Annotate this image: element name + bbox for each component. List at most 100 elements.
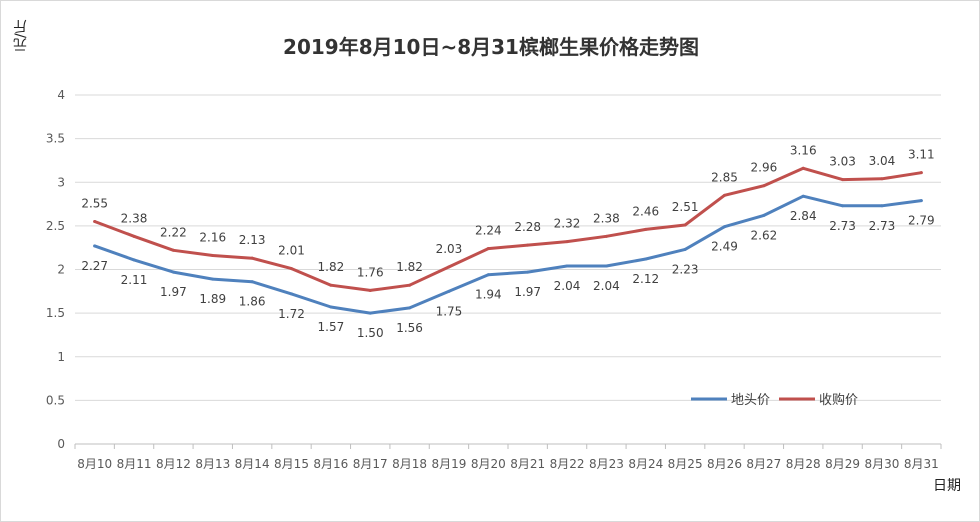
- data-point: [723, 193, 726, 197]
- data-point: [290, 292, 293, 296]
- legend-label: 地头价: [731, 393, 770, 408]
- data-label: 2.38: [121, 211, 148, 225]
- data-point: [447, 289, 451, 293]
- data-point: [880, 177, 884, 181]
- data-point: [762, 213, 766, 217]
- x-tick-label: 8月24: [628, 457, 663, 471]
- x-tick-label: 8月22: [550, 457, 585, 471]
- data-label: 2.22: [160, 225, 187, 239]
- data-label: 1.97: [514, 285, 541, 299]
- data-label: 2.62: [751, 228, 778, 242]
- data-point: [683, 247, 687, 251]
- data-label: 2.28: [514, 220, 541, 234]
- data-label: 1.50: [357, 326, 384, 340]
- y-tick-label: 2.5: [46, 219, 65, 233]
- data-point: [250, 256, 254, 260]
- data-label: 1.86: [239, 295, 266, 309]
- data-point: [486, 273, 490, 277]
- series-line-1: [93, 194, 923, 315]
- x-tick-label: 8月12: [156, 457, 191, 471]
- data-label: 2.49: [711, 240, 738, 254]
- data-label: 2.24: [475, 224, 502, 238]
- data-point: [644, 257, 648, 261]
- data-point: [408, 306, 412, 310]
- data-point: [486, 247, 490, 251]
- chart-title: 2019年8月10日~8月31槟榔生果价格走势图: [283, 35, 699, 59]
- x-tick-label: 8月30: [865, 457, 900, 471]
- x-tick-label: 8月26: [707, 457, 742, 471]
- x-tick-label: 8月27: [746, 457, 781, 471]
- data-point: [723, 225, 726, 229]
- data-label: 3.04: [869, 154, 896, 168]
- data-label: 1.76: [357, 265, 384, 279]
- data-point: [250, 280, 254, 284]
- y-tick-label: 2: [57, 263, 65, 277]
- data-label: 2.38: [593, 211, 620, 225]
- data-point: [526, 243, 530, 247]
- data-label: 3.03: [829, 155, 856, 169]
- data-label: 2.79: [908, 214, 935, 228]
- x-tick-label: 8月31: [904, 457, 939, 471]
- data-point: [447, 265, 451, 269]
- data-point: [368, 288, 372, 292]
- x-tick-label: 8月23: [589, 457, 624, 471]
- data-point: [526, 270, 530, 274]
- data-point: [211, 254, 215, 258]
- data-point: [408, 283, 412, 287]
- data-point: [880, 204, 884, 208]
- data-label: 2.11: [121, 273, 148, 287]
- data-point: [841, 204, 845, 208]
- data-point: [132, 234, 136, 238]
- data-label: 2.01: [278, 244, 305, 258]
- x-tick-label: 8月18: [392, 457, 427, 471]
- data-point: [329, 305, 333, 309]
- data-point: [919, 171, 923, 175]
- data-label: 2.84: [790, 209, 817, 223]
- data-label: 1.82: [318, 260, 345, 274]
- data-label: 2.73: [869, 219, 896, 233]
- data-point: [683, 223, 687, 227]
- x-tick-label: 8月10: [77, 457, 112, 471]
- data-label: 2.55: [81, 197, 108, 211]
- y-tick-label: 3: [57, 175, 65, 189]
- data-label: 2.23: [672, 262, 699, 276]
- data-point: [132, 258, 136, 262]
- x-tick-label: 8月14: [235, 457, 270, 471]
- x-tick-label: 8月17: [353, 457, 388, 471]
- x-tick-label: 8月28: [786, 457, 821, 471]
- data-label: 2.13: [239, 233, 266, 247]
- x-tick-label: 8月29: [825, 457, 860, 471]
- data-label: 1.97: [160, 285, 187, 299]
- y-tick-label: 0.5: [46, 393, 65, 407]
- data-label: 2.96: [751, 161, 778, 175]
- data-label: 3.11: [908, 148, 935, 162]
- x-tick-label: 8月19: [432, 457, 467, 471]
- data-label: 1.75: [436, 304, 463, 318]
- data-point: [93, 244, 97, 248]
- y-tick-label: 1.5: [46, 306, 65, 320]
- data-point: [171, 248, 175, 252]
- data-point: [171, 270, 175, 274]
- series-line-2: [93, 166, 923, 292]
- data-label: 1.89: [199, 292, 226, 306]
- data-label: 1.56: [396, 321, 423, 335]
- x-axis-label: 日期: [933, 478, 961, 494]
- data-label: 2.16: [199, 231, 226, 245]
- data-point: [644, 227, 648, 231]
- data-label: 2.03: [436, 242, 463, 256]
- x-tick-label: 8月16: [313, 457, 348, 471]
- data-label: 3.16: [790, 143, 817, 157]
- data-label: 1.94: [475, 288, 502, 302]
- data-point: [604, 234, 608, 238]
- data-point: [93, 220, 97, 224]
- data-label: 2.04: [593, 279, 620, 293]
- y-tick-label: 0: [57, 437, 65, 451]
- x-tick-label: 8月20: [471, 457, 506, 471]
- data-point: [211, 277, 215, 281]
- data-point: [801, 194, 805, 198]
- data-point: [762, 184, 766, 188]
- data-label: 2.51: [672, 200, 699, 214]
- x-tick-label: 8月25: [668, 457, 703, 471]
- data-label: 1.82: [396, 260, 423, 274]
